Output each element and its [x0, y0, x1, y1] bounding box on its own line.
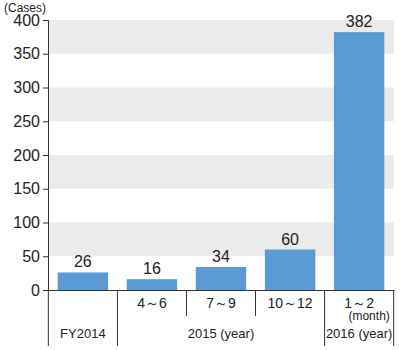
data-labels: 26 16 34 60 382 [74, 13, 373, 277]
y-tick: 250 [13, 113, 48, 130]
y-tick: 350 [13, 45, 48, 62]
data-label: 34 [212, 248, 230, 265]
y-tick-mark [43, 290, 48, 291]
x-tick: 1～2(month) [344, 290, 389, 323]
bar [196, 267, 246, 290]
data-label: 16 [143, 260, 161, 277]
y-tick: 200 [13, 147, 48, 164]
y-tick-mark [43, 121, 48, 122]
data-label: 60 [281, 231, 299, 248]
chart-svg: 26163460382050100150200250300350400(Case… [0, 0, 400, 350]
y-tick-label: 200 [13, 147, 40, 164]
x-group-labels: FY2014 2015 (year) 2016 (year) [60, 326, 392, 341]
x-tick: 10～12 [267, 290, 312, 311]
y-tick-label: 50 [22, 248, 40, 265]
bar [127, 279, 177, 290]
x-tick-label: 1～2(month) [344, 295, 389, 323]
x-group-label: 2015 (year) [188, 326, 254, 341]
x-tick: 4～6 [137, 290, 167, 311]
data-label: 382 [346, 13, 373, 30]
y-tick-label: 0 [31, 282, 40, 299]
y-tick-mark [43, 256, 48, 257]
bar [334, 32, 384, 290]
y-tick-label: 100 [13, 214, 40, 231]
chart-container: 26163460382050100150200250300350400(Case… [0, 0, 400, 350]
x-axis-line [49, 290, 395, 291]
group-separator [117, 290, 118, 346]
x-tick: 7～9 [206, 290, 236, 311]
y-tick-label: 350 [13, 45, 40, 62]
x-group-label: 2016 (year) [326, 326, 392, 341]
y-axis: 050100150200250300350400 [13, 12, 48, 299]
x-tick-label: 10～12 [267, 295, 312, 311]
group-separator [48, 290, 49, 346]
y-tick-label: 250 [13, 113, 40, 130]
data-label: 26 [74, 253, 92, 270]
x-tick-label: 7～9 [206, 295, 236, 311]
y-tick-mark [43, 54, 48, 55]
y-tick-mark [43, 20, 48, 21]
category-separator [186, 290, 187, 316]
y-tick-label: 150 [13, 180, 40, 197]
y-tick-mark [43, 189, 48, 190]
x-group-label: FY2014 [60, 326, 106, 341]
y-tick: 0 [31, 282, 48, 299]
y-tick-mark [43, 223, 48, 224]
y-tick: 150 [13, 180, 48, 197]
y-axis-line [43, 21, 49, 291]
x-axis: 4～6 7～9 10～12 1～2(month) [49, 290, 395, 323]
x-separators [48, 290, 393, 346]
bars [58, 32, 385, 290]
y-tick: 50 [22, 248, 48, 265]
y-tick-mark [43, 155, 48, 156]
y-axis-title: (Cases) [4, 1, 46, 15]
bar [58, 272, 108, 290]
bar [265, 250, 315, 291]
x-tick-label: 4～6 [137, 295, 167, 311]
y-tick: 100 [13, 214, 48, 231]
y-tick-mark [43, 88, 48, 89]
category-separator [255, 290, 256, 316]
y-tick-label: 300 [13, 79, 40, 96]
y-tick: 300 [13, 79, 48, 96]
group-separator [393, 290, 394, 346]
